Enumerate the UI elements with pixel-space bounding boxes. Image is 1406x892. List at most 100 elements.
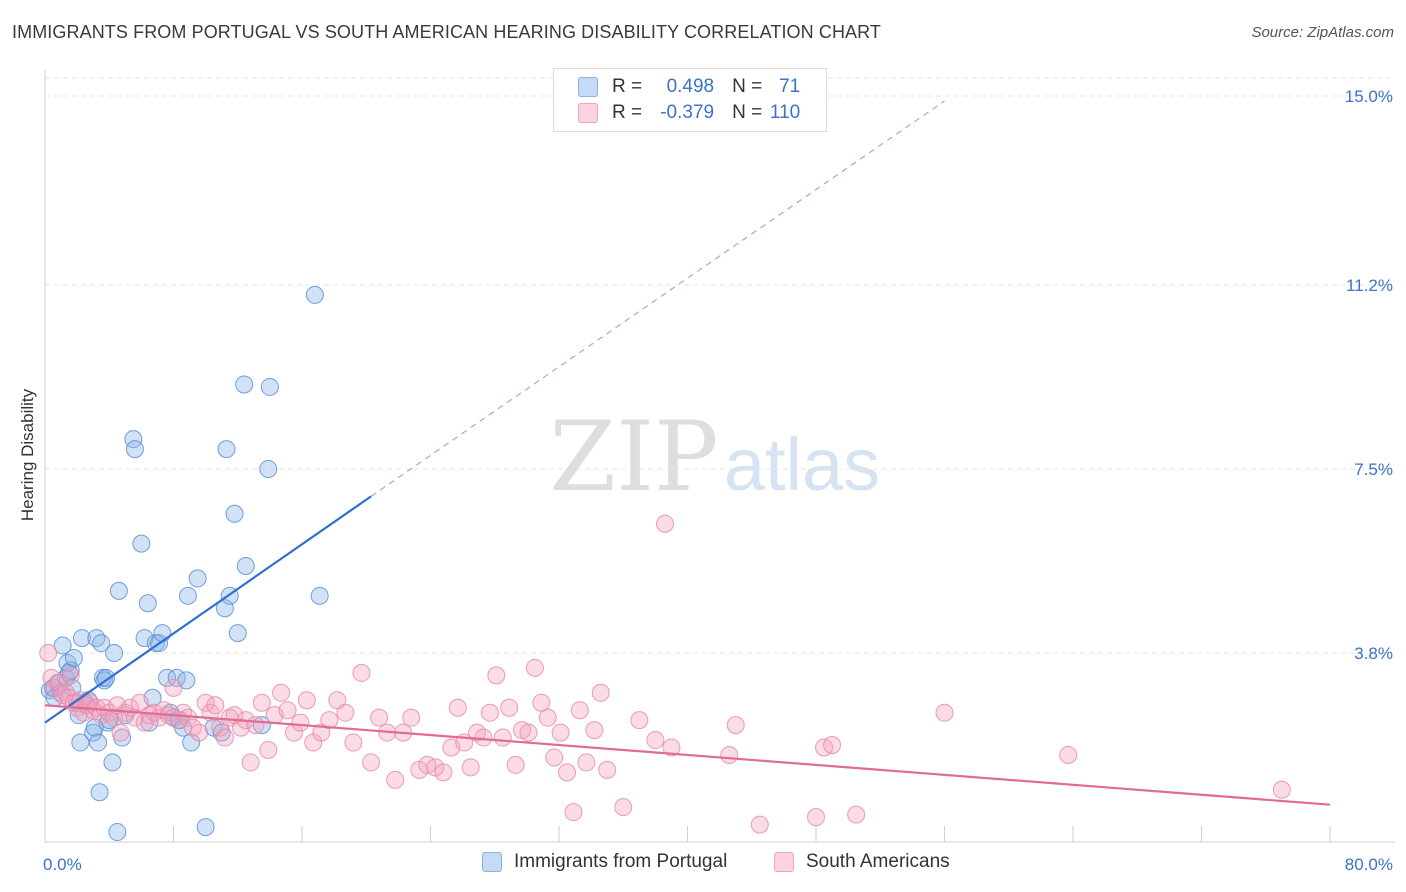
data-point: [72, 629, 91, 648]
data-point: [103, 753, 122, 772]
legend-row-portugal: R = 0.498 N = 71: [578, 74, 800, 100]
data-point: [130, 693, 149, 712]
data-point: [241, 753, 260, 772]
chart-title: IMMIGRANTS FROM PORTUGAL VS SOUTH AMERIC…: [12, 22, 882, 42]
data-point: [272, 683, 291, 702]
data-point: [434, 763, 453, 782]
series-south-americans-points: [39, 514, 1291, 834]
data-point: [305, 285, 324, 304]
data-point: [1272, 780, 1291, 799]
watermark-zip: ZIP: [549, 401, 718, 513]
data-point: [297, 691, 316, 710]
data-point: [132, 534, 151, 553]
data-point: [246, 716, 265, 735]
data-point: [935, 703, 954, 722]
legend-r-label: R =: [612, 76, 643, 97]
data-point: [291, 713, 310, 732]
y-axis-label: Hearing Disability: [18, 388, 37, 522]
data-point: [235, 375, 254, 394]
data-point: [61, 666, 80, 685]
data-point: [352, 663, 371, 682]
data-point: [500, 698, 519, 717]
legend-r-value: -0.379: [660, 102, 715, 123]
legend-r-value: 0.498: [666, 76, 715, 97]
data-point: [188, 569, 207, 588]
data-point: [726, 716, 745, 735]
data-point: [1059, 745, 1078, 764]
y-tick-label: 15.0%: [1345, 87, 1393, 106]
data-point: [656, 514, 675, 533]
legend-label-south-americans: South Americans: [806, 851, 950, 872]
trend-line-portugal: [44, 495, 372, 724]
data-point: [92, 634, 111, 653]
data-point: [135, 629, 154, 648]
axes: [44, 70, 1395, 843]
data-point: [178, 586, 197, 605]
data-point: [614, 798, 633, 817]
data-point: [320, 711, 339, 730]
data-point: [402, 708, 421, 727]
data-point: [519, 723, 538, 742]
data-point: [551, 723, 570, 742]
data-point: [259, 740, 278, 759]
series-legend: Immigrants from Portugal South Americans: [0, 851, 1406, 877]
data-point: [39, 644, 58, 663]
y-tick-label: 7.5%: [1354, 460, 1393, 479]
data-point: [153, 624, 172, 643]
data-point: [474, 728, 493, 747]
data-point: [64, 648, 83, 667]
data-point: [506, 755, 525, 774]
data-point: [570, 701, 589, 720]
data-point: [720, 745, 739, 764]
data-point: [259, 460, 278, 478]
data-point: [206, 696, 225, 715]
legend-swatch-portugal: [578, 77, 598, 97]
trend-line-south-americans: [44, 704, 1331, 806]
data-point: [71, 733, 90, 752]
data-point: [564, 803, 583, 822]
legend-n-label: N =: [732, 102, 763, 123]
data-point: [545, 748, 564, 767]
data-point: [823, 736, 842, 755]
tick-labels: 3.8% 7.5% 11.2% 15.0% 0.0% 80.0%: [43, 87, 1393, 874]
data-point: [480, 703, 499, 722]
data-point: [591, 683, 610, 702]
legend-row-south-americans: R = -0.379 N = 110: [578, 100, 800, 126]
data-point: [344, 733, 363, 752]
data-point: [108, 823, 127, 842]
data-point: [87, 629, 106, 648]
legend-swatch-south-americans: [578, 103, 598, 123]
data-point: [138, 594, 157, 613]
data-point: [217, 440, 236, 459]
data-point: [493, 728, 512, 747]
legend-item-portugal[interactable]: Immigrants from Portugal: [482, 851, 727, 873]
x-tick-label-min: 0.0%: [43, 855, 82, 874]
data-point: [847, 805, 866, 824]
data-point: [310, 586, 329, 605]
data-point: [662, 738, 681, 757]
data-point: [807, 808, 825, 827]
data-point: [105, 644, 124, 663]
data-point: [190, 723, 209, 742]
data-point: [362, 753, 381, 772]
source-credit: Source: ZipAtlas.com: [1251, 24, 1394, 41]
watermark: ZIP atlas: [549, 401, 880, 513]
data-point: [53, 636, 72, 655]
data-point: [646, 731, 665, 750]
data-point: [370, 708, 389, 727]
data-point: [109, 581, 128, 600]
legend-n-value: 110: [769, 102, 801, 123]
y-tick-label: 11.2%: [1346, 276, 1393, 295]
data-point: [461, 758, 480, 777]
legend-r-label: R =: [612, 102, 643, 123]
data-point: [111, 723, 130, 742]
data-point: [538, 708, 557, 727]
legend-item-south-americans[interactable]: South Americans: [774, 851, 950, 873]
trend-lines: [44, 100, 1331, 806]
legend-swatch-south-americans: [774, 852, 794, 872]
legend-n-value: 71: [779, 76, 801, 97]
data-point: [448, 698, 467, 717]
data-point: [598, 760, 617, 779]
data-point: [386, 770, 405, 789]
